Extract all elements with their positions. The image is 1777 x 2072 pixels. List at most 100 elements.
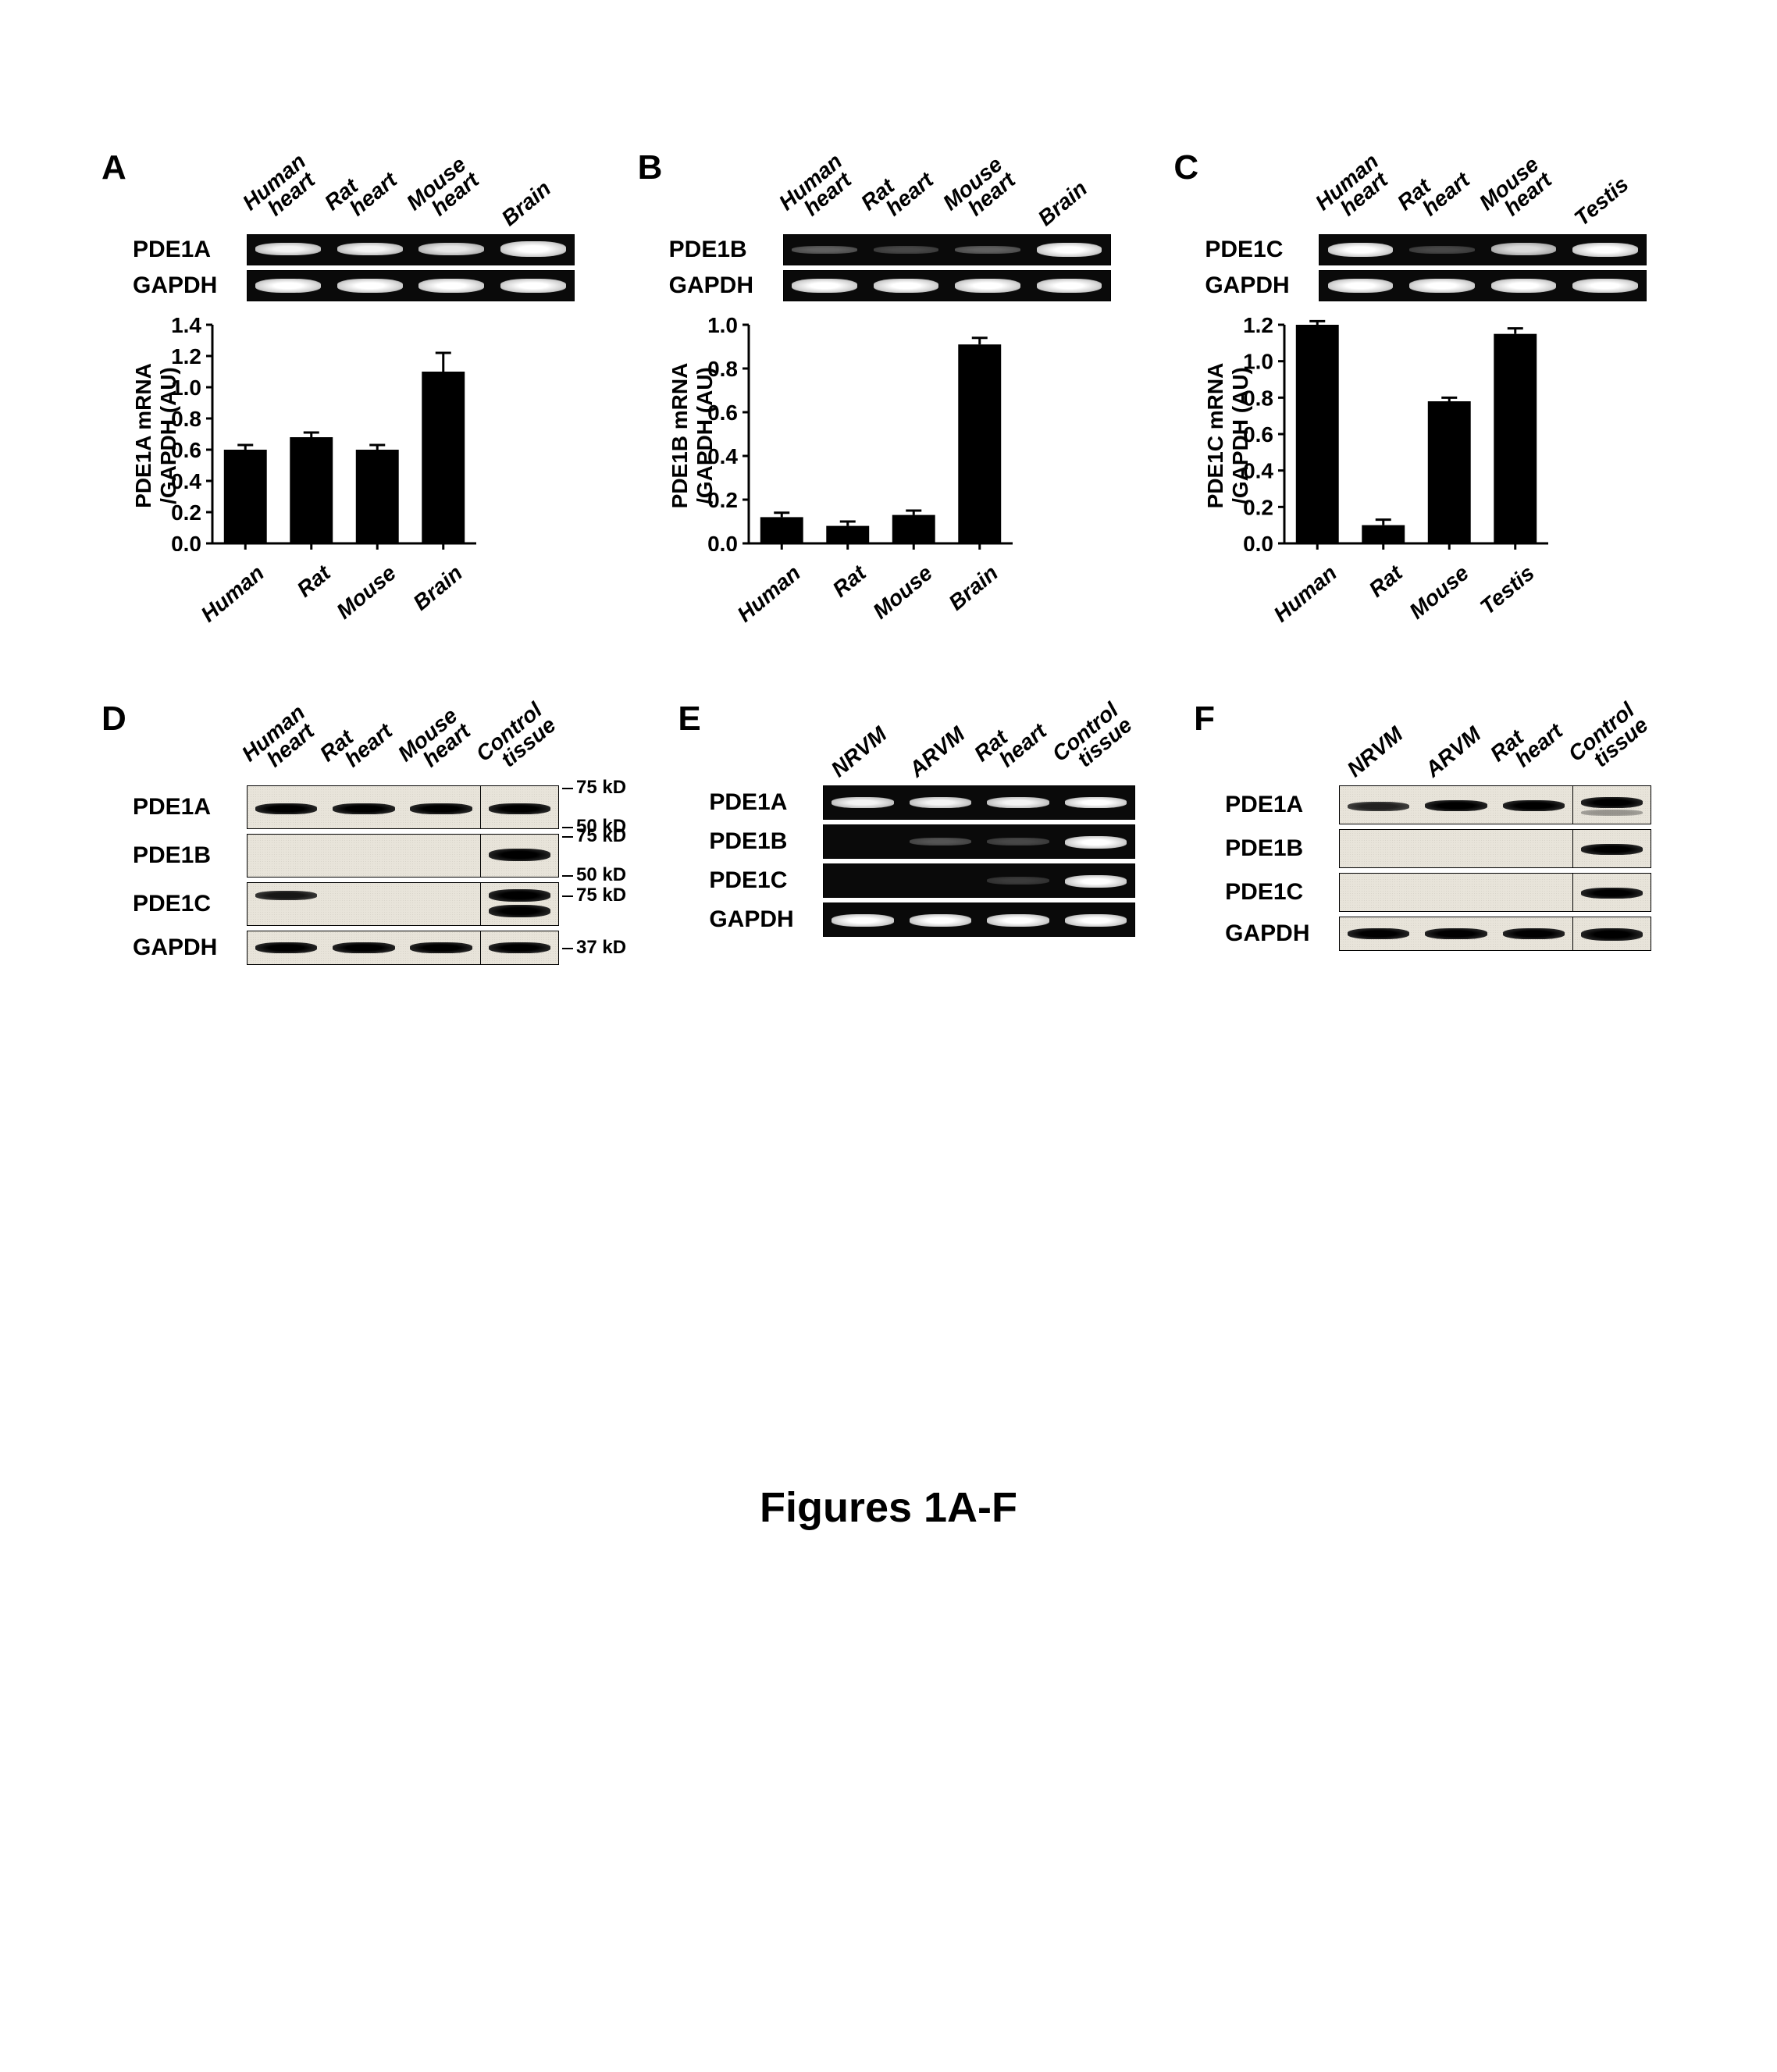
gel-lane bbox=[403, 835, 480, 877]
panel-D: DHumanheartRatheartMouseheartControltiss… bbox=[109, 707, 639, 970]
gel-lane bbox=[247, 235, 329, 265]
gel-band bbox=[255, 891, 317, 900]
gel-row: PDE1C bbox=[709, 863, 1155, 898]
gel-lane bbox=[1572, 786, 1651, 824]
gel-strip bbox=[247, 785, 559, 829]
gel-band bbox=[987, 838, 1049, 846]
gel-band bbox=[832, 914, 894, 927]
lane-label: Testis bbox=[1569, 172, 1633, 231]
lane-label: Ratheart bbox=[1392, 152, 1474, 231]
chart-svg: 0.00.20.40.60.81.0 bbox=[693, 317, 1020, 551]
gel-strip bbox=[1339, 873, 1651, 912]
gel-row-label: GAPDH bbox=[133, 272, 242, 299]
x-tick-label: Mouse bbox=[1398, 561, 1473, 630]
gel-lane bbox=[1572, 917, 1651, 950]
x-tick-label: Mouse bbox=[861, 561, 937, 630]
gel-lane bbox=[979, 903, 1057, 936]
gel-lane bbox=[1319, 235, 1401, 265]
gel-wrap: HumanheartRatheartMouseheartBrainPDE1AGA… bbox=[133, 156, 599, 301]
gel-band bbox=[1503, 928, 1565, 939]
bar-chart: 0.00.20.40.60.81.01.21.4PDE1A mRNA /GAPD… bbox=[156, 317, 484, 645]
gel-lane bbox=[824, 825, 902, 858]
x-tick-label: Mouse bbox=[326, 561, 401, 630]
mw-tick bbox=[562, 895, 573, 897]
gel-strip bbox=[1339, 829, 1651, 868]
gel-band bbox=[333, 803, 394, 814]
gel-lane bbox=[1057, 786, 1135, 819]
lane-label: Brain bbox=[1033, 176, 1091, 231]
gel-row-label: PDE1A bbox=[133, 237, 242, 263]
gel-band bbox=[1328, 243, 1394, 257]
y-axis-title: PDE1B mRNA /GAPDH (AU) bbox=[668, 334, 718, 537]
mw-label: 37 kD bbox=[576, 937, 626, 959]
gel-band bbox=[489, 942, 550, 953]
lane-label: Humanheart bbox=[775, 149, 860, 231]
gel-band bbox=[1572, 243, 1638, 257]
gel-row-label: PDE1A bbox=[709, 789, 818, 816]
gel-lane bbox=[824, 786, 902, 819]
gel-lane bbox=[1565, 235, 1647, 265]
gel-row: PDE1A bbox=[133, 234, 599, 265]
gel-band bbox=[910, 797, 972, 808]
gel-lane bbox=[480, 931, 558, 964]
gel-strip bbox=[247, 931, 559, 965]
gel-lane bbox=[1417, 786, 1494, 824]
gel-band bbox=[255, 279, 321, 293]
lane-label: Humanheart bbox=[238, 149, 324, 231]
gel-strip bbox=[1319, 234, 1647, 265]
gel-row: PDE1A bbox=[1225, 785, 1671, 824]
gel-strip bbox=[247, 882, 559, 926]
mw-label: 75 kD bbox=[576, 885, 626, 906]
lane-label: Ratheart bbox=[856, 152, 938, 231]
gel-row: GAPDH37 kD bbox=[133, 931, 639, 965]
gel-band bbox=[1037, 243, 1102, 257]
lane-label: Controltissue bbox=[1564, 697, 1654, 782]
gel-lane bbox=[902, 903, 980, 936]
gel-strip bbox=[823, 824, 1135, 859]
panel-letter: B bbox=[638, 148, 663, 187]
gel-row-label: PDE1B bbox=[709, 828, 818, 855]
gel-lane bbox=[1340, 874, 1417, 911]
gel-row: PDE1C bbox=[1205, 234, 1671, 265]
mw-tick bbox=[562, 827, 573, 828]
gel-lane bbox=[480, 883, 558, 925]
gel-lane bbox=[947, 235, 1029, 265]
gel-band bbox=[255, 803, 317, 814]
gel-row-label: PDE1B bbox=[1225, 835, 1334, 862]
lane-label: NRVM bbox=[827, 721, 892, 782]
row-2: DHumanheartRatheartMouseheartControltiss… bbox=[109, 707, 1671, 970]
gel-lane bbox=[411, 235, 493, 265]
gel-band bbox=[1348, 802, 1409, 811]
gel-row-label: PDE1A bbox=[1225, 792, 1334, 818]
gel-band bbox=[955, 246, 1020, 254]
gel-strip bbox=[783, 270, 1111, 301]
lane-labels: HumanheartRatheartMouseheartTestis bbox=[1319, 156, 1647, 234]
gel-wrap: NRVMARVMRatheartControltissuePDE1APDE1BP… bbox=[1225, 707, 1671, 951]
x-tick-label: Brain bbox=[928, 561, 1003, 630]
bar bbox=[1428, 401, 1471, 543]
y-axis-title: PDE1C mRNA /GAPDH (AU) bbox=[1203, 334, 1253, 537]
gel-band bbox=[418, 279, 484, 293]
panel-A: AHumanheartRatheartMouseheartBrainPDE1AG… bbox=[109, 156, 599, 645]
gel-lane bbox=[865, 235, 947, 265]
lane-label: Mouseheart bbox=[938, 152, 1020, 231]
gel-band bbox=[255, 942, 317, 953]
gel-lane bbox=[784, 235, 866, 265]
gel-band bbox=[489, 803, 550, 814]
bar bbox=[958, 344, 1001, 543]
row-1: AHumanheartRatheartMouseheartBrainPDE1AG… bbox=[109, 156, 1671, 645]
gel-band bbox=[489, 905, 550, 917]
gel-band bbox=[1065, 797, 1127, 808]
gel-band bbox=[337, 243, 403, 255]
lane-labels: NRVMARVMRatheartControltissue bbox=[823, 707, 1135, 785]
lane-label: Ratheart bbox=[315, 703, 397, 782]
gel-lane bbox=[1417, 874, 1494, 911]
gel-band bbox=[1581, 810, 1643, 816]
gel-row: PDE1C bbox=[1225, 873, 1671, 912]
lane-labels: HumanheartRatheartMouseheartBrain bbox=[783, 156, 1111, 234]
gel-row: GAPDH bbox=[1205, 270, 1671, 301]
gel-row: PDE1B bbox=[1225, 829, 1671, 868]
figure-caption: Figures 1A-F bbox=[0, 1483, 1777, 1532]
x-tick-label: Rat bbox=[796, 561, 871, 630]
bar bbox=[290, 437, 333, 543]
